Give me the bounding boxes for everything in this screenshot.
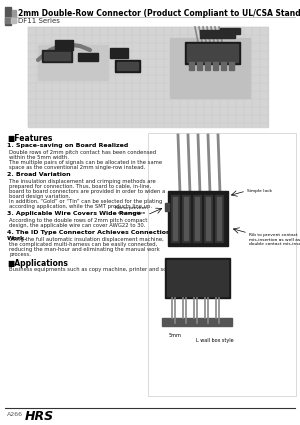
Text: The multiple pairs of signals can be allocated in the same: The multiple pairs of signals can be all… [9, 160, 162, 165]
Bar [220, 28, 240, 34]
Bar [12, 10, 16, 22]
Bar [5, 7, 11, 25]
Text: The insulation displacement and crimping methods are: The insulation displacement and crimping… [9, 179, 156, 184]
Text: 2mm Double-Row Connector (Product Compliant to UL/CSA Standard): 2mm Double-Row Connector (Product Compli… [18, 8, 300, 17]
Bar [117, 62, 138, 70]
Bar [182, 195, 190, 242]
Ellipse shape [241, 211, 269, 225]
Bar [162, 318, 232, 326]
Text: According to the double rows of 2mm pitch compact: According to the double rows of 2mm pitc… [9, 218, 147, 223]
Bar [44, 52, 70, 60]
Text: Using the full automatic insulation displacement machine,: Using the full automatic insulation disp… [9, 237, 164, 242]
Text: Business equipments such as copy machine, printer and so on.: Business equipments such as copy machine… [9, 267, 176, 272]
Bar [200, 30, 235, 38]
Text: space as the conventional 2mm single-row instead.: space as the conventional 2mm single-row… [9, 165, 145, 170]
Text: 2. Broad Variation: 2. Broad Variation [7, 172, 70, 177]
Text: In addition, “Gold” or “Tin” can be selected for the plating: In addition, “Gold” or “Tin” can be sele… [9, 199, 162, 204]
Text: board design variation.: board design variation. [9, 194, 70, 199]
Text: A266: A266 [7, 412, 23, 417]
Text: reducing the man-hour and eliminating the manual work: reducing the man-hour and eliminating th… [9, 247, 160, 252]
Bar [197, 62, 202, 70]
Bar [165, 258, 230, 298]
Bar [38, 45, 108, 80]
Bar [78, 53, 98, 61]
Bar [173, 197, 177, 240]
Text: Simple lock: Simple lock [247, 189, 272, 193]
Ellipse shape [254, 224, 276, 240]
Bar [170, 38, 250, 98]
Text: Rib to prevent contact
mis-insertion as well as
double contact mis-insertion: Rib to prevent contact mis-insertion as … [249, 233, 300, 246]
Bar [215, 195, 223, 242]
Bar [206, 197, 210, 240]
Text: 3. Applicable Wire Covers Wide Range: 3. Applicable Wire Covers Wide Range [7, 211, 141, 216]
Text: according application, while the SMT products line up.: according application, while the SMT pro… [9, 204, 152, 209]
Text: ■Applications: ■Applications [7, 259, 68, 268]
Bar [205, 62, 210, 70]
Text: 5mm: 5mm [169, 333, 182, 338]
Bar [189, 62, 194, 70]
Bar [185, 42, 240, 64]
Text: Double rows of 2mm pitch contact has been condensed: Double rows of 2mm pitch contact has bee… [9, 150, 156, 155]
Bar [195, 197, 199, 240]
Bar [187, 44, 238, 62]
Text: the complicated multi-harness can be easily connected,: the complicated multi-harness can be eas… [9, 242, 157, 247]
Text: ■Features: ■Features [7, 134, 52, 143]
Text: 4. The ID Type Connector Achieves Connection
Work.: 4. The ID Type Connector Achieves Connec… [7, 230, 170, 241]
Bar [213, 62, 218, 70]
Text: 1. Space-saving on Board Realized: 1. Space-saving on Board Realized [7, 143, 128, 148]
Bar [229, 62, 234, 70]
Bar [168, 191, 228, 246]
Bar [165, 203, 169, 211]
Text: within the 5mm width.: within the 5mm width. [9, 155, 69, 160]
Ellipse shape [182, 219, 238, 241]
Bar [42, 50, 72, 62]
Text: prepared for connection. Thus, board to cable, in-line,: prepared for connection. Thus, board to … [9, 184, 151, 189]
Bar [28, 27, 268, 127]
Bar [193, 195, 201, 242]
Bar [217, 197, 221, 240]
Bar [115, 60, 140, 72]
Text: DF11 Series: DF11 Series [18, 18, 60, 24]
Text: L wall box style: L wall box style [196, 338, 234, 343]
Text: design, the applicable wire can cover AWG22 to 30.: design, the applicable wire can cover AW… [9, 223, 146, 228]
Bar [148, 133, 296, 396]
Bar [110, 48, 128, 58]
Bar [5, 18, 10, 23]
Bar [171, 195, 179, 242]
Bar [55, 40, 73, 50]
Text: Rib to prevent
mis-insertion: Rib to prevent mis-insertion [115, 207, 146, 215]
Text: process.: process. [9, 252, 31, 257]
Text: board to board connectors are provided in order to widen a: board to board connectors are provided i… [9, 189, 165, 194]
Bar [167, 260, 228, 296]
Bar [11, 18, 16, 23]
Ellipse shape [223, 212, 257, 228]
Bar [184, 197, 188, 240]
Text: HRS: HRS [25, 410, 54, 423]
Bar [221, 62, 226, 70]
Bar [204, 195, 212, 242]
